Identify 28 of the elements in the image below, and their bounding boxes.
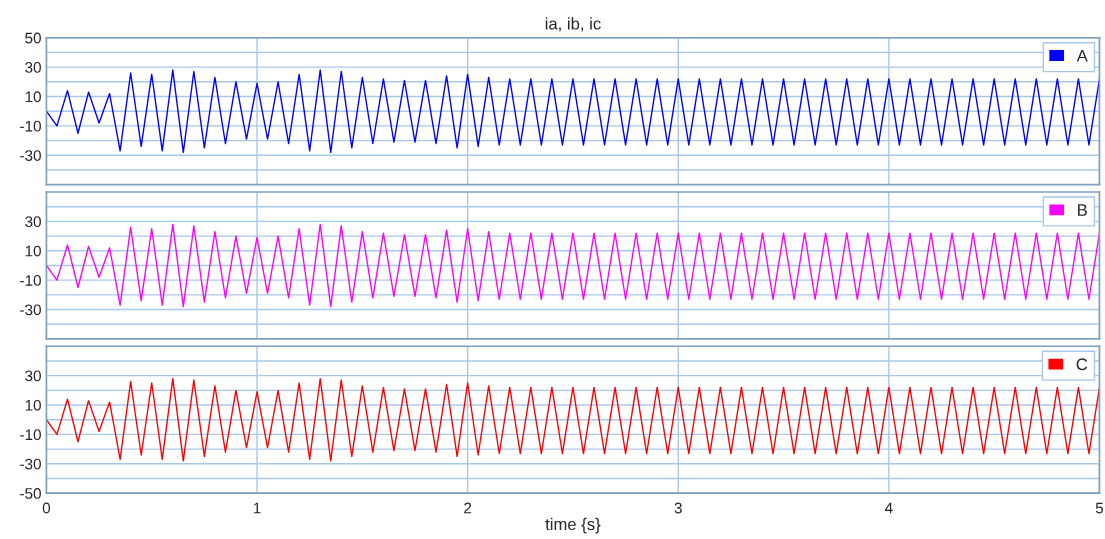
y-tick-label: -50 <box>20 488 41 499</box>
x-tick-label: 2 <box>464 502 472 514</box>
y-tick-label: 30 <box>25 216 41 228</box>
y-tick-label: -30 <box>20 150 41 161</box>
x-tick-label: 3 <box>674 502 682 514</box>
x-tick-label: 4 <box>884 502 893 514</box>
y-tick-label: 10 <box>25 245 41 257</box>
y-tick-label: -10 <box>20 429 41 441</box>
y-tick-label: -10 <box>20 275 41 286</box>
y-tick-label: 50 <box>25 32 41 44</box>
line-series <box>46 69 1100 154</box>
y-tick-label: 10 <box>25 399 41 411</box>
legend-label: B <box>1078 204 1087 216</box>
y-tick-label: -10 <box>20 120 41 132</box>
y-tick-label: -30 <box>20 304 41 316</box>
y-tick-label: 10 <box>25 91 41 103</box>
x-tick-label: 1 <box>253 502 261 514</box>
x-tick-label: 0 <box>42 502 51 514</box>
chart-title: ia, ib, ic <box>545 17 601 32</box>
y-tick-label: -30 <box>20 458 41 470</box>
x-axis-title: time {s} <box>545 517 601 534</box>
legend-label: C <box>1076 358 1088 371</box>
y-tick-label: 30 <box>25 61 41 73</box>
legend-label: A <box>1076 50 1088 62</box>
line-series <box>46 377 1100 462</box>
y-tick-label: 30 <box>25 370 41 382</box>
x-tick-label: 5 <box>1095 502 1104 514</box>
line-series <box>46 223 1100 308</box>
